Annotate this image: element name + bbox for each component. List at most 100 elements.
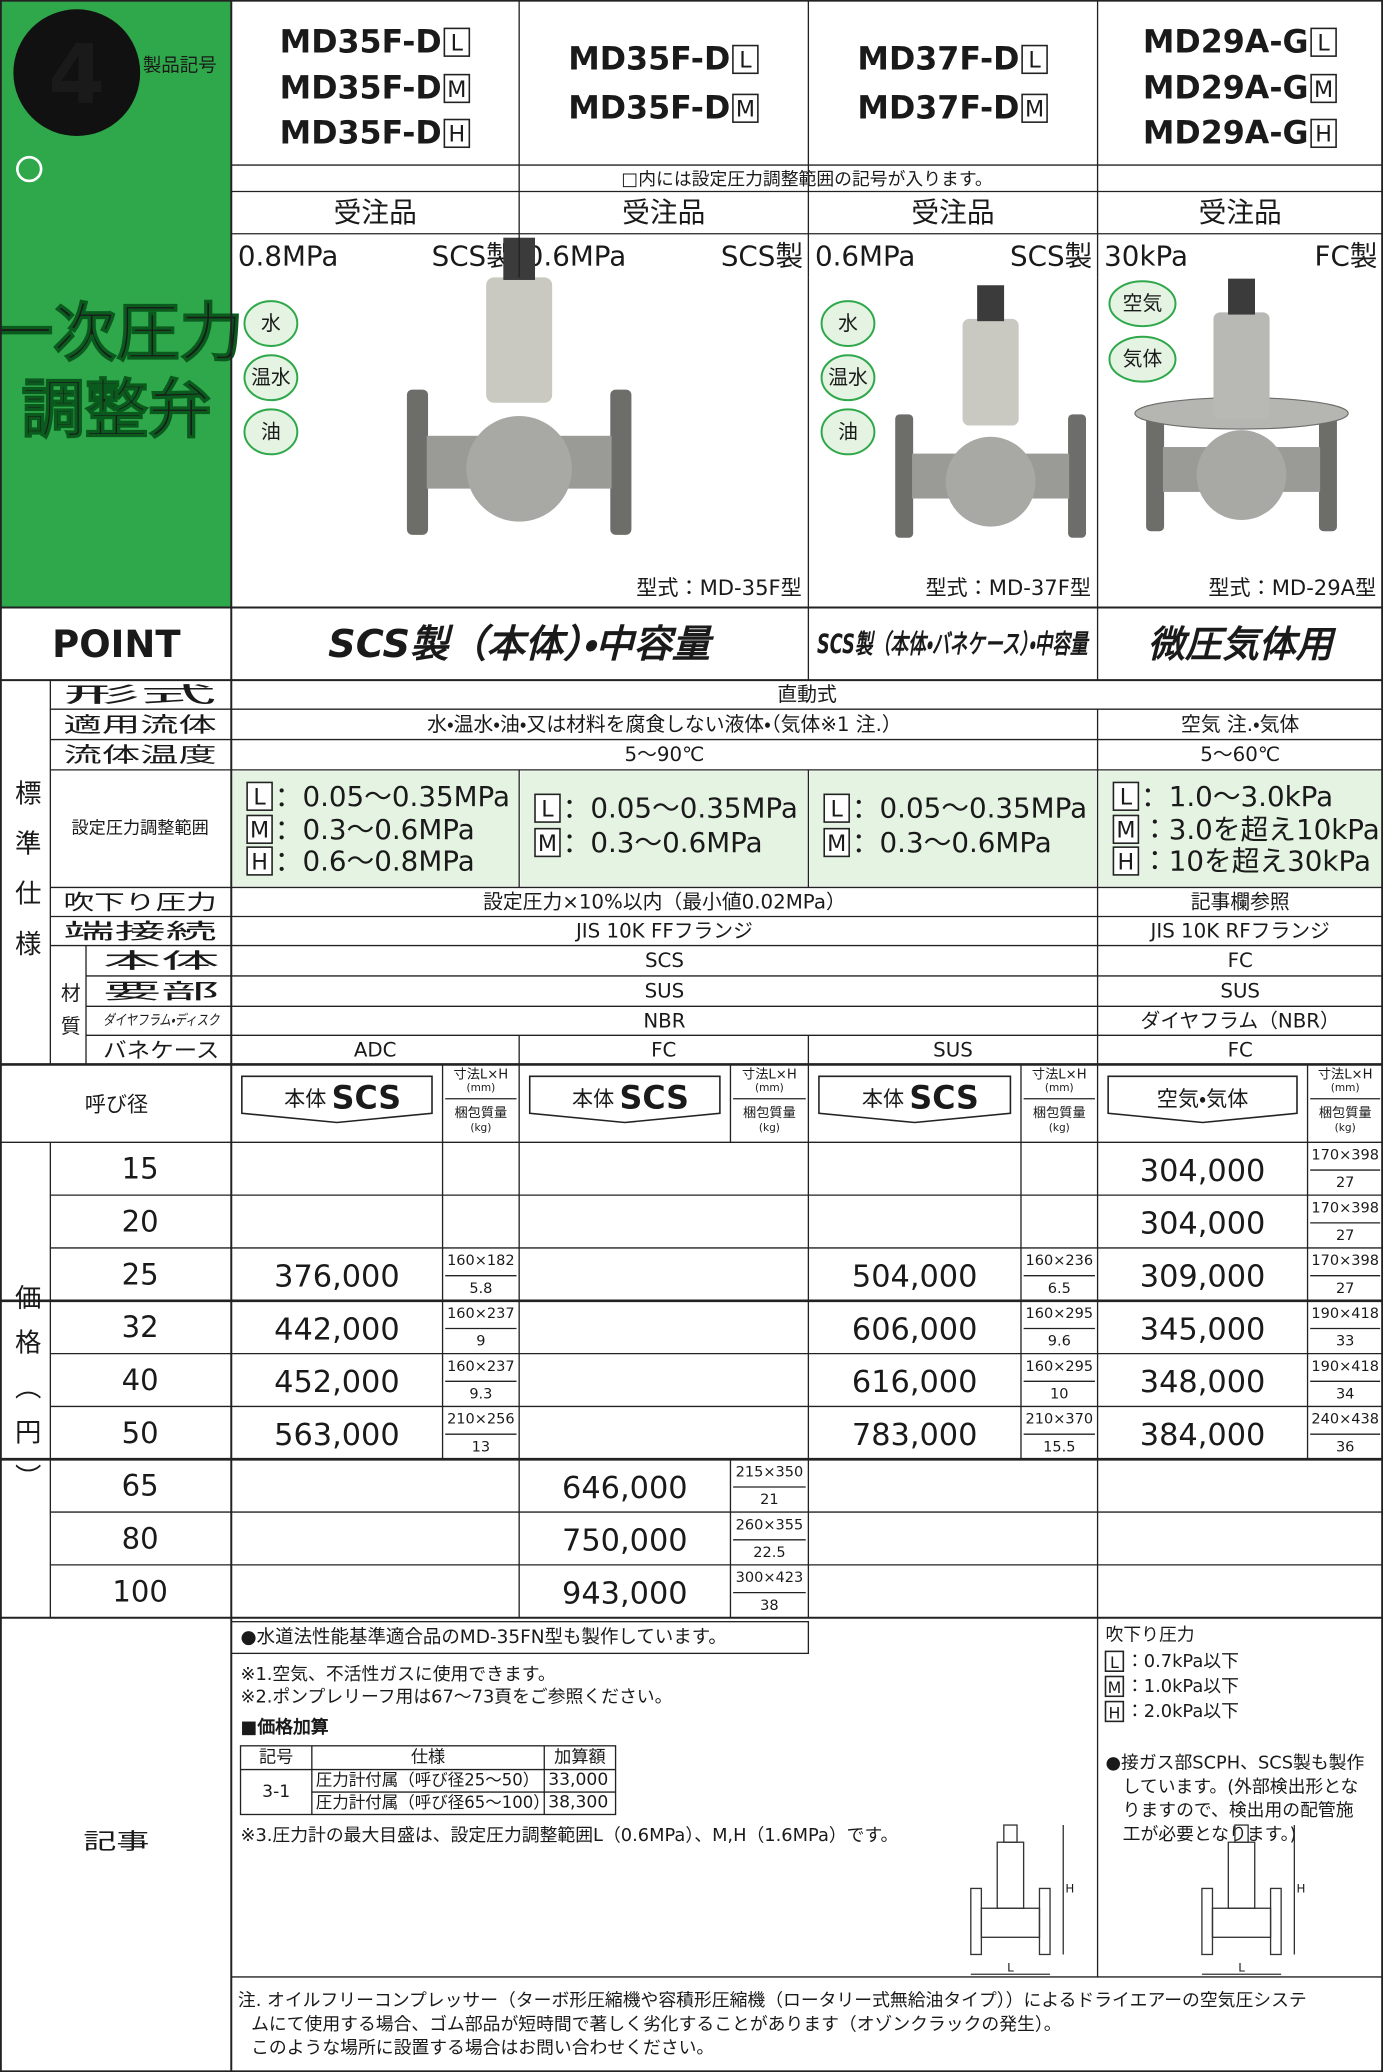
nominal-size: 65	[122, 1469, 159, 1503]
code-box	[534, 793, 561, 823]
range-cell	[520, 771, 808, 887]
fluid-badge	[243, 408, 299, 456]
dimension: 190×418	[1311, 1359, 1379, 1375]
dimension: 160×237	[447, 1306, 515, 1322]
blowdown-text: ：1.0kPa以下	[1126, 1676, 1239, 1697]
dims-header: 梱包質量	[743, 1105, 796, 1121]
range-text: ：0.05〜0.35MPa	[563, 792, 798, 825]
range-text: ：3.0を超え10kPa	[1141, 813, 1380, 846]
dims-header: (kg)	[1335, 1122, 1356, 1134]
nominal-size: 25	[122, 1257, 159, 1291]
spec-value: 設定圧力×10%以内（最小値0.02MPa）	[483, 890, 846, 913]
body	[466, 415, 572, 522]
spec-value: ADC	[354, 1038, 397, 1061]
code-letter: H	[1315, 122, 1332, 148]
price-group-label: 価格（円）	[10, 1284, 41, 1509]
dims-header: (mm)	[466, 1082, 495, 1094]
spec-label: 流体温度	[64, 742, 217, 767]
code-box	[1112, 781, 1140, 811]
code-letter: L	[831, 797, 844, 823]
code-letter: L	[451, 31, 464, 57]
spec-value: 記事欄参照	[1191, 890, 1290, 913]
weight: 9.6	[1048, 1334, 1071, 1350]
dim-label: H	[1065, 1881, 1074, 1895]
code-letter: M	[1025, 97, 1044, 123]
bonnet	[1213, 312, 1270, 419]
range-cell	[1098, 771, 1382, 887]
addon-spec: 圧力計付属（呼び径65〜100）	[316, 1793, 550, 1812]
sketch-part	[980, 1907, 1041, 1938]
code-box	[443, 27, 471, 57]
material: SCS製	[432, 240, 514, 273]
dimension: 170×398	[1311, 1148, 1379, 1164]
column-material: SCS	[909, 1081, 979, 1117]
fluid-badge	[1108, 280, 1177, 328]
product-title: 一次圧力	[0, 296, 243, 370]
fluid-label: 温水	[828, 366, 868, 389]
weight: 27	[1336, 1228, 1354, 1244]
fluid-label: 油	[261, 420, 281, 443]
price: 504,000	[852, 1260, 978, 1295]
spec-value: 水・温水・油・又は材料を腐食しない液体・（気体※1 注.）	[427, 713, 902, 736]
addon-table	[239, 1745, 617, 1816]
flange	[1068, 414, 1087, 538]
spec-value: FC	[651, 1038, 676, 1061]
sketch-part	[970, 1887, 983, 1956]
addon-spec: 圧力計付属（呼び径25〜50）	[316, 1771, 540, 1790]
column-tag	[241, 1075, 433, 1124]
model-name: MD37F-D	[857, 41, 1019, 77]
spec-label: 要部	[103, 979, 219, 1004]
valve-photo	[895, 285, 1087, 538]
spec-label: 形式	[64, 682, 217, 707]
material: SCS製	[1010, 240, 1092, 273]
note-text: ※1.空気、不活性ガスに使用できます。	[241, 1664, 556, 1685]
price: 442,000	[274, 1312, 400, 1347]
price: 452,000	[274, 1365, 400, 1400]
sketch-part	[1003, 1824, 1018, 1843]
flange	[895, 414, 914, 538]
material-label: 材質	[57, 983, 80, 1049]
dimension: 190×418	[1311, 1306, 1379, 1322]
model-name: MD35F-D	[280, 115, 442, 151]
flange	[406, 389, 429, 535]
code-box	[1104, 1675, 1125, 1698]
code-box	[246, 781, 273, 811]
weight: 33	[1336, 1334, 1354, 1350]
code-box	[246, 814, 273, 844]
fluid-label: 油	[838, 420, 858, 443]
range-text: ：0.05〜0.35MPa	[852, 792, 1087, 825]
cap	[1228, 278, 1255, 315]
dims-header: (kg)	[470, 1122, 491, 1134]
price: 345,000	[1140, 1312, 1266, 1347]
price: 376,000	[274, 1260, 400, 1295]
gas-note: ●接ガス部SCPH、SCS製も製作	[1106, 1752, 1365, 1773]
column-tag	[1107, 1075, 1298, 1124]
sketch-part	[1211, 1907, 1272, 1938]
code-note: □内には設定圧力調整範囲の記号が入ります。	[621, 169, 992, 190]
dims-header: 寸法L×H	[742, 1066, 797, 1082]
spec-value: SUS	[1220, 980, 1260, 1003]
dim-label: L	[1007, 1961, 1014, 1975]
fluid-label: 水	[261, 312, 281, 335]
fluid-badge	[1108, 335, 1177, 383]
model-caption: 型式：MD-37F型	[925, 575, 1091, 600]
body	[945, 436, 1036, 527]
range-text: ：0.6〜0.8MPa	[275, 845, 475, 878]
dimension: 170×398	[1311, 1253, 1379, 1269]
code-letter: H	[449, 122, 466, 148]
dimension: 160×236	[1025, 1253, 1093, 1269]
weight: 9.3	[469, 1387, 492, 1403]
gas-note: 工が必要となります。)	[1123, 1824, 1297, 1845]
eco-logo	[16, 155, 43, 183]
code-box	[732, 44, 759, 75]
spec-value: JIS 10K FFフランジ	[574, 920, 753, 943]
number-badge	[13, 9, 141, 137]
price: 616,000	[852, 1365, 978, 1400]
nominal-size: 40	[122, 1363, 159, 1397]
price: 563,000	[274, 1418, 400, 1453]
weight: 36	[1336, 1439, 1354, 1455]
sketch-part	[1227, 1841, 1256, 1909]
nominal-size: 50	[122, 1416, 159, 1450]
